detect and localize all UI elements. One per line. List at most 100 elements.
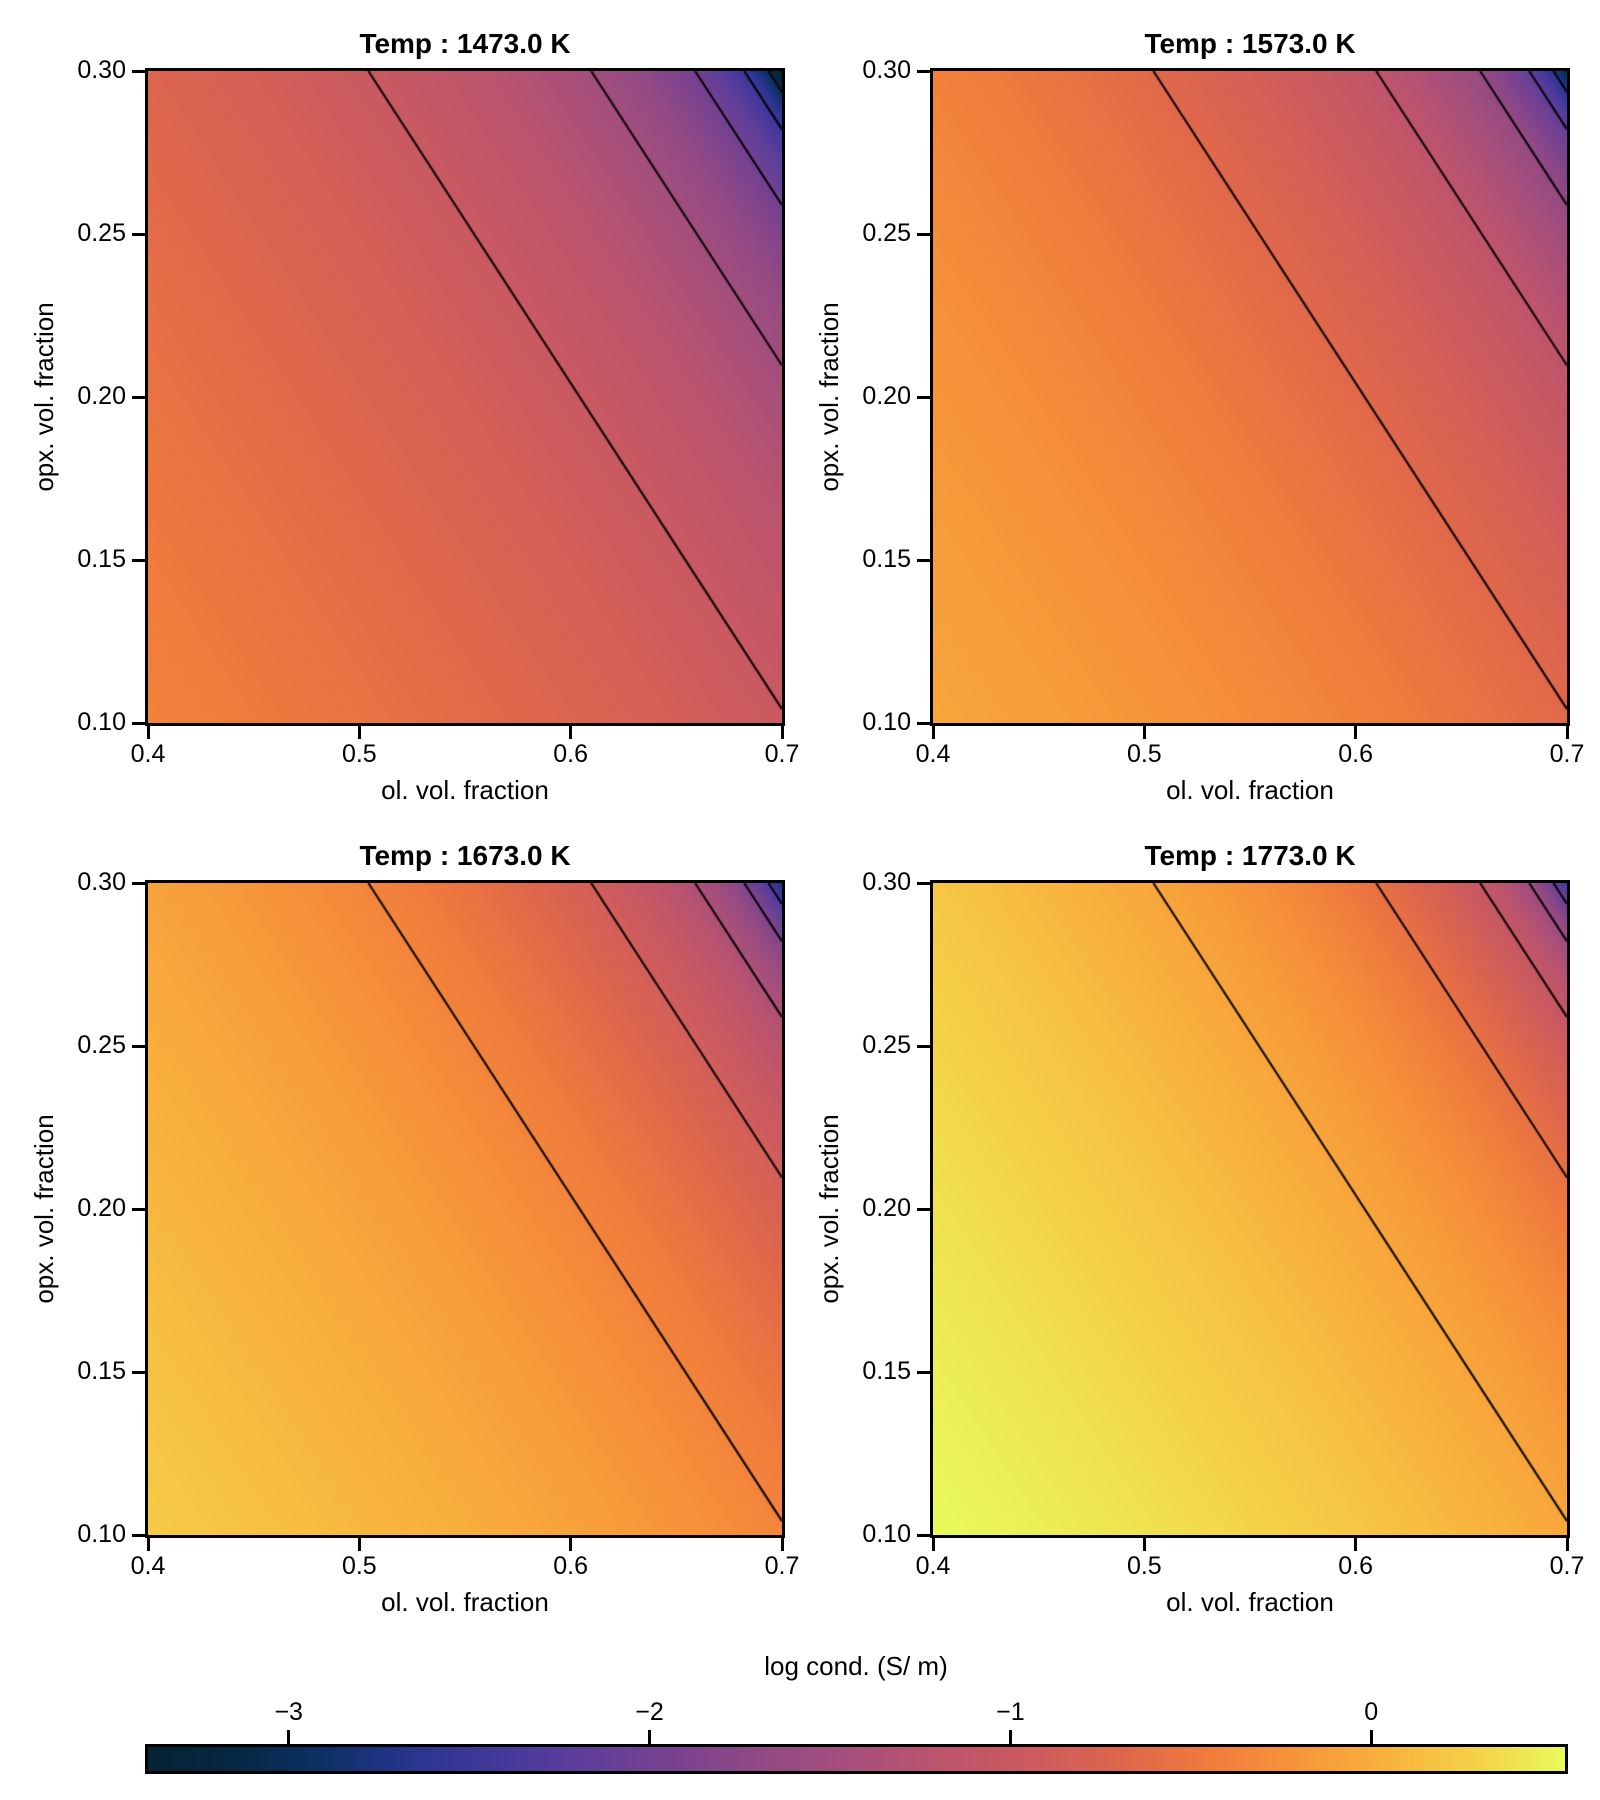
x-tick-label: 0.5 — [1126, 740, 1162, 768]
colorbar-canvas — [148, 1747, 1565, 1771]
heatmap-canvas-1573 — [933, 71, 1567, 723]
y-tick-label: 0.15 — [77, 1357, 126, 1385]
y-tick-mark — [132, 1370, 145, 1374]
x-tick-label: 0.7 — [764, 1552, 800, 1580]
y-tick-label: 0.20 — [862, 382, 911, 410]
x-tick-label: 0.4 — [915, 1552, 951, 1580]
subplot-title-1573: Temp : 1573.0 K — [1144, 28, 1356, 59]
x-tick-label: 0.4 — [130, 1552, 166, 1580]
x-axis-label: ol. vol. fraction — [381, 775, 549, 805]
colorbar-tick-mark — [287, 1730, 291, 1744]
y-tick-label: 0.15 — [862, 545, 911, 573]
x-axis-label: ol. vol. fraction — [381, 1587, 549, 1617]
colorbar-tick-mark — [1369, 1730, 1373, 1744]
y-tick-mark — [132, 69, 145, 73]
x-tick-label: 0.6 — [1338, 740, 1374, 768]
colorbar-tick-label: 0 — [1364, 1698, 1379, 1726]
y-tick-label: 0.25 — [862, 1031, 911, 1059]
x-tick-mark — [931, 726, 935, 739]
x-tick-mark — [569, 726, 573, 739]
y-tick-label: 0.25 — [862, 219, 911, 247]
subplot-title-1773: Temp : 1773.0 K — [1144, 840, 1356, 871]
x-tick-mark — [357, 726, 361, 739]
x-tick-label: 0.6 — [553, 1552, 589, 1580]
x-tick-mark — [1354, 1538, 1358, 1551]
y-tick-mark — [917, 1533, 930, 1537]
y-tick-label: 0.10 — [77, 708, 126, 736]
y-tick-mark — [917, 1044, 930, 1048]
y-tick-mark — [132, 1207, 145, 1211]
y-tick-label: 0.25 — [77, 219, 126, 247]
y-tick-label: 0.25 — [77, 1031, 126, 1059]
x-tick-label: 0.5 — [341, 740, 377, 768]
x-tick-label: 0.5 — [1126, 1552, 1162, 1580]
x-tick-mark — [146, 1538, 150, 1551]
y-tick-mark — [917, 395, 930, 399]
x-tick-label: 0.7 — [1549, 1552, 1585, 1580]
y-tick-mark — [132, 232, 145, 236]
y-tick-label: 0.20 — [862, 1194, 911, 1222]
colorbar-tick-label: −2 — [635, 1698, 664, 1726]
heatmap-canvas-1773 — [933, 883, 1567, 1535]
x-tick-mark — [569, 1538, 573, 1551]
y-tick-label: 0.20 — [77, 382, 126, 410]
x-tick-label: 0.7 — [1549, 740, 1585, 768]
colorbar-tick-label: −3 — [274, 1698, 303, 1726]
x-tick-mark — [146, 726, 150, 739]
y-tick-label: 0.10 — [862, 708, 911, 736]
y-tick-mark — [132, 1044, 145, 1048]
y-tick-mark — [132, 395, 145, 399]
x-tick-mark — [1354, 726, 1358, 739]
x-axis-label: ol. vol. fraction — [1166, 1587, 1334, 1617]
y-tick-mark — [917, 69, 930, 73]
subplot-1573 — [930, 68, 1570, 726]
y-tick-label: 0.30 — [77, 56, 126, 84]
subplot-title-1473: Temp : 1473.0 K — [359, 28, 571, 59]
heatmap-canvas-1473 — [148, 71, 782, 723]
y-tick-mark — [132, 721, 145, 725]
subplot-1773 — [930, 880, 1570, 1538]
y-tick-label: 0.10 — [77, 1520, 126, 1548]
y-tick-label: 0.10 — [862, 1520, 911, 1548]
colorbar — [145, 1744, 1568, 1774]
colorbar-tick-label: −1 — [996, 1698, 1025, 1726]
y-tick-mark — [917, 881, 930, 885]
subplot-1473 — [145, 68, 785, 726]
x-tick-label: 0.4 — [915, 740, 951, 768]
colorbar-tick-mark — [648, 1730, 652, 1744]
x-tick-mark — [780, 1538, 784, 1551]
y-tick-label: 0.30 — [862, 56, 911, 84]
heatmap-canvas-1673 — [148, 883, 782, 1535]
y-tick-label: 0.15 — [77, 545, 126, 573]
x-axis-label: ol. vol. fraction — [1166, 775, 1334, 805]
x-tick-label: 0.7 — [764, 740, 800, 768]
subplot-1673 — [145, 880, 785, 1538]
y-tick-label: 0.30 — [77, 868, 126, 896]
x-tick-mark — [1565, 726, 1569, 739]
y-tick-mark — [917, 1370, 930, 1374]
x-tick-label: 0.4 — [130, 740, 166, 768]
x-tick-label: 0.6 — [1338, 1552, 1374, 1580]
colorbar-tick-mark — [1008, 1730, 1012, 1744]
y-tick-label: 0.15 — [862, 1357, 911, 1385]
colorbar-label: log cond. (S/ m) — [764, 1651, 948, 1681]
y-tick-label: 0.20 — [77, 1194, 126, 1222]
y-tick-mark — [917, 721, 930, 725]
x-tick-label: 0.5 — [341, 1552, 377, 1580]
x-tick-mark — [1142, 726, 1146, 739]
y-tick-mark — [132, 558, 145, 562]
x-tick-label: 0.6 — [553, 740, 589, 768]
subplot-title-1673: Temp : 1673.0 K — [359, 840, 571, 871]
y-tick-label: 0.30 — [862, 868, 911, 896]
y-tick-mark — [917, 558, 930, 562]
y-tick-mark — [917, 232, 930, 236]
y-tick-mark — [917, 1207, 930, 1211]
x-tick-mark — [1565, 1538, 1569, 1551]
y-tick-mark — [132, 1533, 145, 1537]
x-tick-mark — [931, 1538, 935, 1551]
y-tick-mark — [132, 881, 145, 885]
x-tick-mark — [357, 1538, 361, 1551]
x-tick-mark — [780, 726, 784, 739]
x-tick-mark — [1142, 1538, 1146, 1551]
